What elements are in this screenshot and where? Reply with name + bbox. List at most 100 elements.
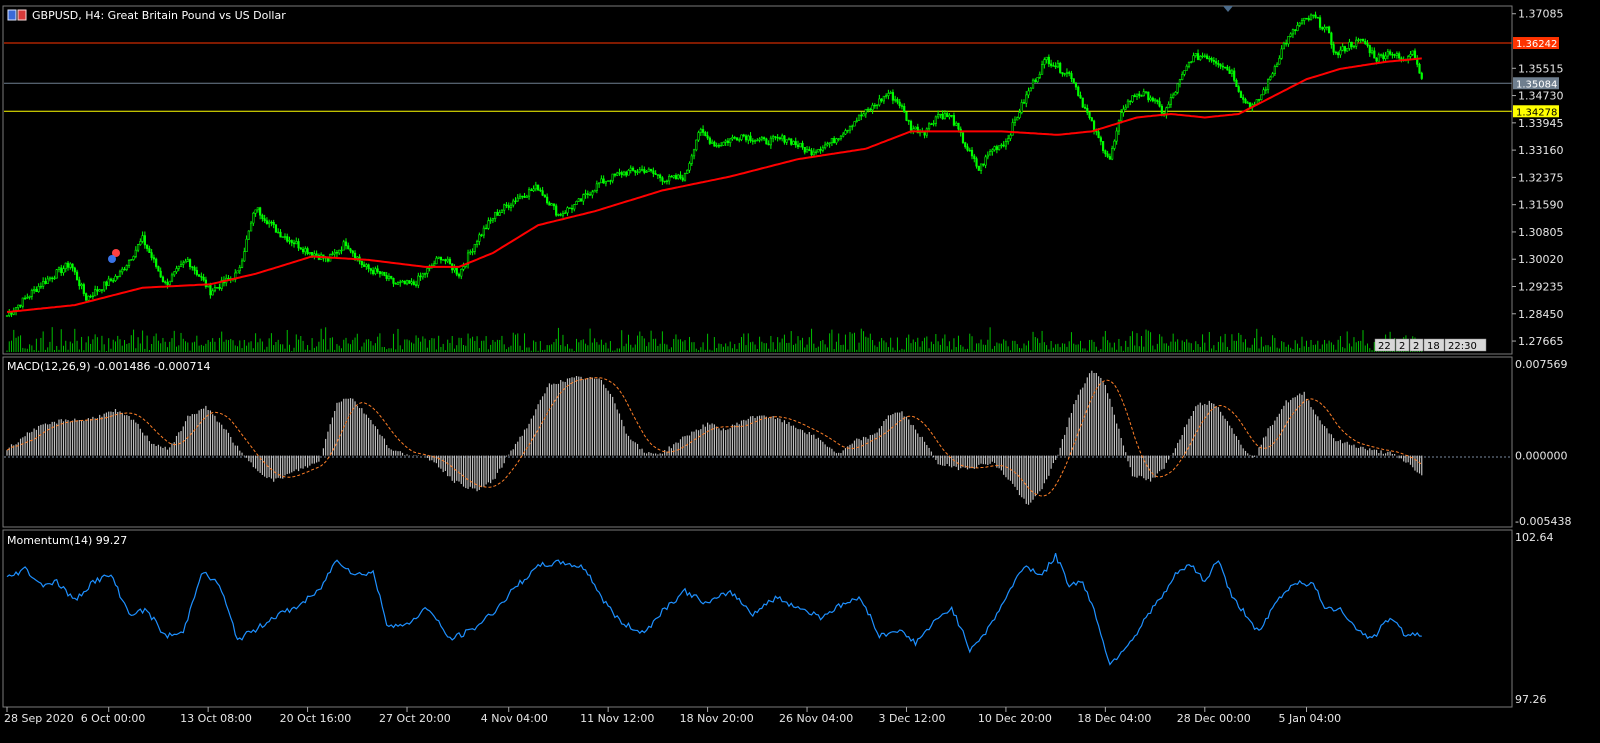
price-pane[interactable]: GBPUSD, H4: Great Britain Pound vs US Do…	[2, 5, 1513, 355]
candle	[1260, 94, 1263, 101]
candle	[1178, 78, 1182, 88]
candle	[263, 214, 266, 223]
macd-title: MACD(12,26,9) -0.001486 -0.000714	[7, 360, 210, 373]
macd-pane[interactable]: MACD(12,26,9) -0.001486 -0.000714	[2, 356, 1513, 528]
candle	[94, 285, 97, 297]
time-tick-label: 4 Nov 04:00	[481, 712, 548, 725]
candle	[1199, 55, 1202, 61]
candle	[338, 249, 341, 256]
candle	[1389, 49, 1392, 56]
candle	[688, 161, 691, 173]
candle	[878, 94, 881, 107]
candle	[216, 286, 219, 289]
candle	[1350, 41, 1353, 50]
chart-title-text: GBPUSD, H4: Great Britain Pound vs US Do…	[32, 9, 286, 22]
level-price-label: 1.34278	[1516, 107, 1557, 118]
candle	[453, 264, 456, 273]
candle	[636, 169, 639, 175]
candle	[715, 142, 718, 148]
candle	[164, 280, 167, 285]
candle	[613, 173, 617, 178]
momentum-pane[interactable]: Momentum(14) 99.27	[2, 529, 1513, 708]
candle	[584, 189, 587, 199]
candle	[756, 138, 759, 142]
candle	[1228, 66, 1231, 74]
candle	[268, 219, 271, 228]
candle	[146, 244, 149, 252]
countdown-cell	[1409, 338, 1424, 352]
candle	[681, 174, 684, 182]
candle	[365, 263, 368, 270]
candle	[905, 111, 908, 122]
candle	[1174, 91, 1177, 96]
candle	[417, 272, 420, 289]
candle	[536, 184, 540, 192]
countdown-cell	[1423, 338, 1445, 352]
countdown-cell	[1444, 338, 1487, 352]
countdown-cell	[1374, 338, 1396, 352]
candle	[740, 134, 743, 142]
candle	[33, 286, 36, 294]
candle	[161, 275, 165, 283]
candle	[340, 246, 343, 255]
candle	[91, 291, 94, 300]
candle	[148, 245, 151, 253]
horizontal-levels[interactable]	[4, 42, 1512, 112]
candle	[439, 256, 443, 264]
candle	[1007, 134, 1010, 145]
candle	[1201, 52, 1204, 59]
candle	[882, 95, 885, 104]
price-tick-label: 1.29235	[1518, 281, 1564, 294]
candle	[480, 233, 483, 237]
candle	[961, 132, 965, 145]
candle	[383, 271, 386, 277]
candle	[1348, 38, 1351, 51]
time-tick-label: 6 Oct 00:00	[81, 712, 146, 725]
candle	[507, 202, 510, 211]
time-tick-label: 5 Jan 04:00	[1279, 712, 1342, 725]
candle	[1373, 47, 1376, 59]
candle	[866, 107, 870, 113]
price-tick-label: 1.33945	[1518, 117, 1564, 130]
candle	[810, 147, 813, 158]
candle	[837, 138, 840, 142]
macd-signal-line	[6, 377, 1423, 497]
shift-marker-icon[interactable]	[1223, 6, 1233, 12]
candle	[1192, 52, 1195, 63]
candle	[1138, 91, 1141, 99]
candle	[1031, 78, 1035, 89]
candle	[1088, 112, 1091, 120]
candle	[243, 247, 246, 262]
candle	[1194, 53, 1197, 58]
candle	[1120, 108, 1123, 124]
macd-histogram	[6, 370, 1423, 505]
moving-average-line	[6, 57, 1422, 313]
candle	[134, 246, 137, 259]
candle	[697, 130, 700, 142]
candle	[139, 238, 142, 246]
candle	[279, 229, 282, 238]
candle	[527, 187, 531, 200]
price-tick-label: 1.34730	[1518, 90, 1564, 103]
countdown-label: 22:30	[1448, 341, 1477, 352]
level-price-label: 1.36242	[1516, 39, 1557, 50]
candle	[274, 224, 278, 233]
candle	[419, 272, 422, 281]
candle	[1104, 149, 1107, 158]
candle	[360, 260, 363, 268]
time-tick-label: 26 Nov 04:00	[779, 712, 853, 725]
candle	[301, 246, 305, 255]
trade-marker-icon[interactable]	[108, 249, 120, 263]
candle	[344, 238, 348, 250]
candle	[857, 114, 861, 121]
candle	[198, 274, 201, 277]
price-tick-label: 1.30805	[1518, 226, 1564, 239]
candle	[889, 90, 892, 94]
candle	[1131, 95, 1134, 103]
candle	[1074, 81, 1078, 91]
candle	[984, 154, 987, 169]
candle	[28, 295, 31, 300]
candle	[286, 233, 289, 243]
candle	[546, 193, 549, 205]
candle	[1077, 85, 1080, 97]
